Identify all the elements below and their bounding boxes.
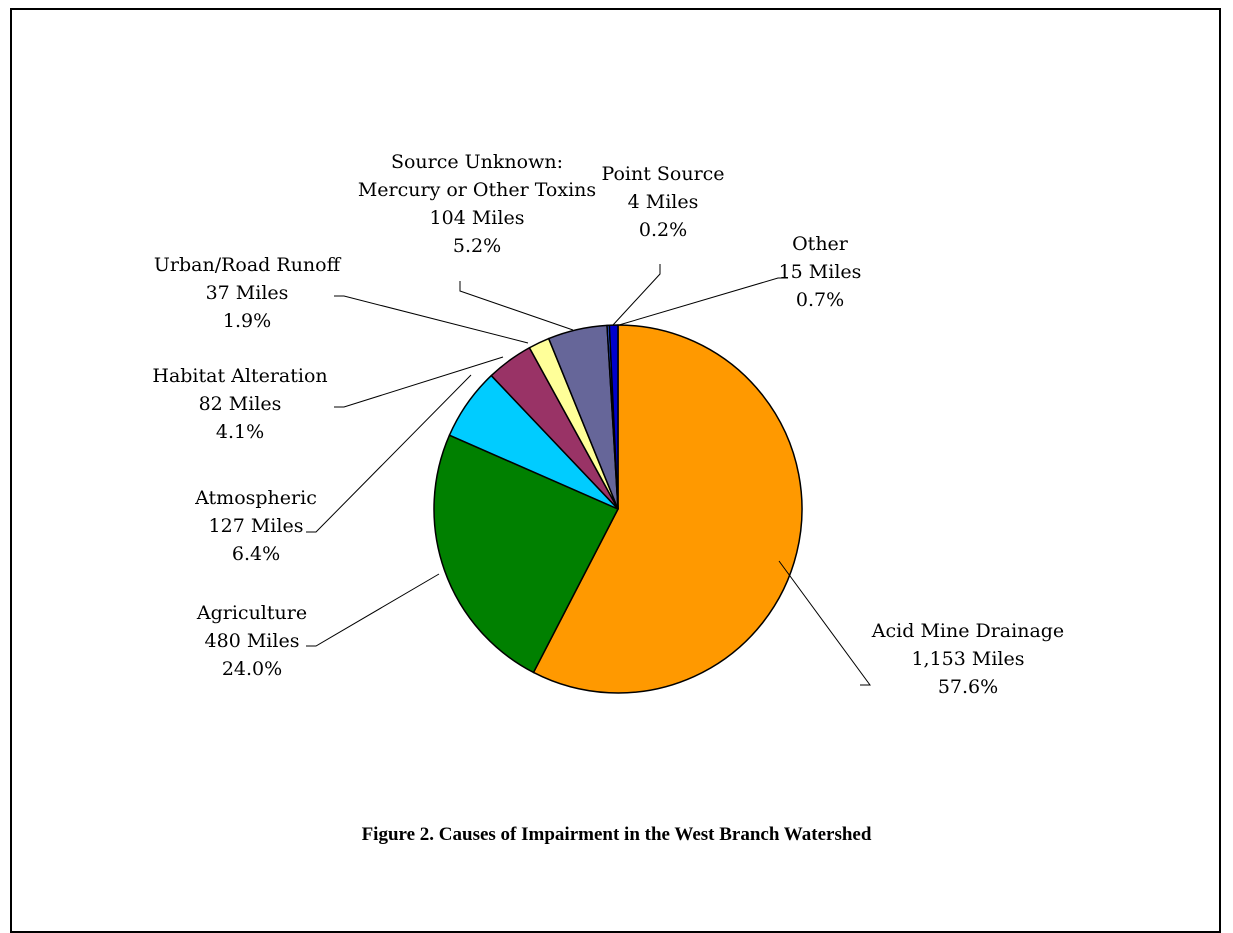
label-line-other-2: 0.7% [796, 289, 844, 311]
label-line-agriculture-2: 24.0% [222, 658, 282, 680]
label-line-other-0: Other [792, 233, 849, 255]
label-line-habitat-alteration-0: Habitat Alteration [152, 365, 327, 387]
label-line-agriculture-0: Agriculture [196, 602, 307, 624]
label-line-point-source-2: 0.2% [639, 219, 687, 241]
label-line-source-unknown-mercury-or-other-toxins-2: 104 Miles [430, 207, 525, 229]
label-other: Other 15 Miles 0.7% [779, 233, 862, 311]
label-line-acid-mine-drainage-2: 57.6% [938, 676, 998, 698]
leader-line-habitat-alteration [334, 356, 504, 408]
leader-lines [306, 264, 871, 686]
slice-agriculture [433, 434, 619, 674]
label-line-urban-road-runoff-2: 1.9% [223, 310, 271, 332]
pie-slices [433, 324, 803, 694]
label-line-point-source-1: 4 Miles [628, 191, 699, 213]
label-line-agriculture-1: 480 Miles [205, 630, 300, 652]
slice-other [608, 324, 619, 510]
label-atmospheric: Atmospheric 127 Miles 6.4% [194, 487, 317, 565]
leader-line-atmospheric [306, 374, 472, 533]
figure-caption: Figure 2. Causes of Impairment in the We… [361, 824, 872, 845]
leader-line-agriculture [306, 573, 440, 647]
label-line-source-unknown-mercury-or-other-toxins-0: Source Unknown: [391, 151, 563, 173]
slice-acid-mine-drainage [532, 324, 803, 694]
label-line-urban-road-runoff-1: 37 Miles [206, 282, 289, 304]
label-line-source-unknown-mercury-or-other-toxins-3: 5.2% [453, 235, 501, 257]
leader-line-source-unknown-mercury-or-other-toxins [459, 281, 574, 331]
label-urban-road-runoff: Urban/Road Runoff 37 Miles 1.9% [154, 254, 342, 332]
leader-line-point-source [612, 264, 661, 326]
label-line-urban-road-runoff-0: Urban/Road Runoff [154, 254, 342, 276]
label-line-habitat-alteration-2: 4.1% [216, 421, 264, 443]
label-line-point-source-0: Point Source [601, 163, 724, 185]
leader-line-urban-road-runoff [334, 295, 529, 344]
label-line-atmospheric-2: 6.4% [232, 543, 280, 565]
label-line-atmospheric-0: Atmospheric [194, 487, 317, 509]
label-line-other-1: 15 Miles [779, 261, 862, 283]
label-line-atmospheric-1: 127 Miles [209, 515, 304, 537]
label-source-unknown-mercury-or-other-toxins: Source Unknown: Mercury or Other Toxins 10… [358, 151, 596, 257]
label-point-source: Point Source 4 Miles 0.2% [601, 163, 724, 241]
label-habitat-alteration: Habitat Alteration 82 Miles 4.1% [152, 365, 327, 443]
label-line-acid-mine-drainage-1: 1,153 Miles [911, 648, 1024, 670]
label-line-acid-mine-drainage-0: Acid Mine Drainage [871, 620, 1064, 642]
label-line-source-unknown-mercury-or-other-toxins-1: Mercury or Other Toxins [358, 179, 596, 201]
leader-line-other [618, 277, 788, 326]
label-agriculture: Agriculture 480 Miles 24.0% [196, 602, 307, 680]
leader-line-acid-mine-drainage [778, 560, 871, 686]
label-acid-mine-drainage: Acid Mine Drainage 1,153 Miles 57.6% [871, 620, 1064, 698]
slice-labels: Acid Mine Drainage 1,153 Miles 57.6% Agricu… [152, 151, 1064, 698]
label-line-habitat-alteration-1: 82 Miles [199, 393, 282, 415]
